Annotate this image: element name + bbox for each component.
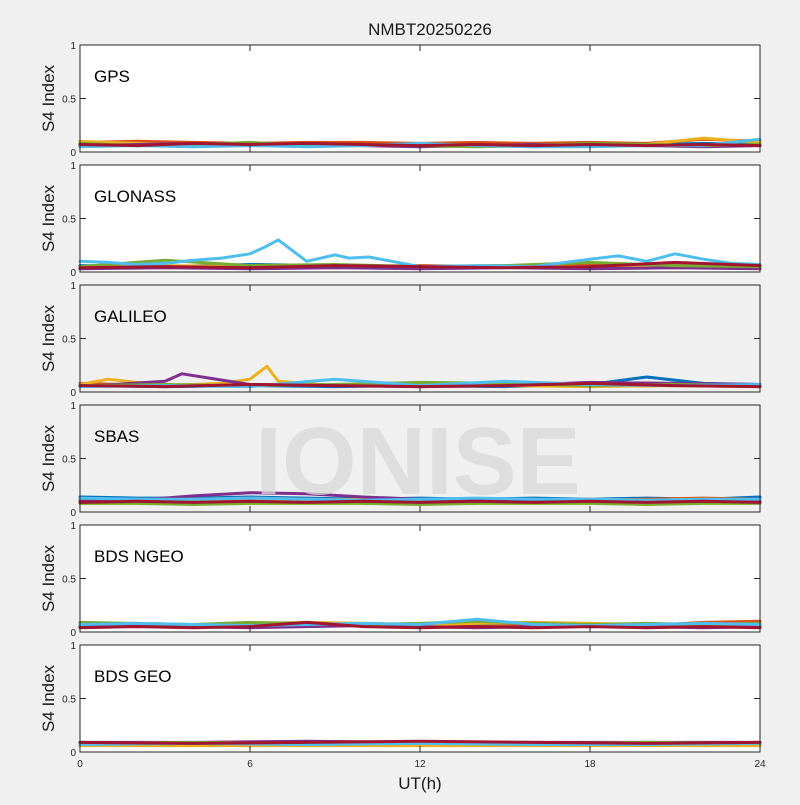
- y-tick-label: 1: [70, 281, 76, 292]
- y-tick-label: 1: [70, 401, 76, 412]
- panel-background: [80, 405, 760, 512]
- y-tick-label: 0.5: [62, 695, 76, 706]
- y-tick-label: 0: [70, 508, 76, 519]
- y-axis-label: S4 Index: [39, 184, 58, 252]
- panel-background: [80, 525, 760, 632]
- series-line: [78, 501, 762, 506]
- panel-bds-ngeo: 0 0.5 1 BDS NGEO S4 Index: [39, 521, 762, 639]
- y-tick-label: 0: [70, 388, 76, 399]
- panel-background: [80, 165, 760, 272]
- series-line: [78, 617, 762, 628]
- y-tick-label: 0.5: [62, 215, 76, 226]
- y-axis-label: S4 Index: [39, 64, 58, 132]
- panels: 0 0.5 1 GPS S4 Index 0 0.5 1 GLONASS S4 Index 0 0.5…: [39, 41, 766, 770]
- y-tick-label: 0.5: [62, 95, 76, 106]
- y-axis-label: S4 Index: [39, 304, 58, 372]
- panel-glonass: 0 0.5 1 GLONASS S4 Index: [39, 161, 762, 279]
- series-line: [78, 499, 762, 504]
- panel-label: BDS GEO: [94, 667, 171, 686]
- x-tick-label: 24: [754, 759, 766, 770]
- panel-background: [80, 285, 760, 392]
- x-axis-label: UT(h): [398, 774, 441, 793]
- y-tick-label: 1: [70, 161, 76, 172]
- panel-background: [80, 45, 760, 152]
- x-tick-label: 0: [77, 759, 83, 770]
- y-tick-label: 0.5: [62, 575, 76, 586]
- panel-gps: 0 0.5 1 GPS S4 Index: [39, 41, 762, 159]
- series-line: [78, 238, 762, 269]
- panel-label: GALILEO: [94, 307, 167, 326]
- y-axis-label: S4 Index: [39, 664, 58, 732]
- x-tick-label: 6: [247, 759, 253, 770]
- panel-label: GPS: [94, 67, 130, 86]
- panel-label: BDS NGEO: [94, 547, 184, 566]
- panel-bds-geo: 0 0.5 1 BDS GEO S4 Index 0 6 12 18 24: [39, 641, 766, 770]
- watermark: IONISE: [255, 408, 580, 515]
- y-tick-label: 1: [70, 41, 76, 52]
- x-tick-label: 12: [414, 759, 426, 770]
- y-tick-label: 0: [70, 268, 76, 279]
- y-tick-label: 0: [70, 748, 76, 759]
- y-tick-label: 0: [70, 628, 76, 639]
- panel-sbas: 0 0.5 1 SBAS S4 Index: [39, 401, 762, 519]
- panel-background: [80, 645, 760, 752]
- series-line: [78, 496, 762, 502]
- y-tick-label: 0: [70, 148, 76, 159]
- x-tick-label: 18: [584, 759, 596, 770]
- panel-label: GLONASS: [94, 187, 176, 206]
- y-axis-label: S4 Index: [39, 424, 58, 492]
- y-axis-label: S4 Index: [39, 544, 58, 612]
- chart-title: NMBT20250226: [368, 20, 492, 39]
- series-line: [78, 739, 762, 745]
- y-tick-label: 0.5: [62, 335, 76, 346]
- panel-label: SBAS: [94, 427, 139, 446]
- panel-galileo: 0 0.5 1 GALILEO S4 Index: [39, 281, 762, 399]
- y-tick-label: 1: [70, 641, 76, 652]
- series-line: [78, 141, 762, 148]
- y-tick-label: 0.5: [62, 455, 76, 466]
- y-tick-label: 1: [70, 521, 76, 532]
